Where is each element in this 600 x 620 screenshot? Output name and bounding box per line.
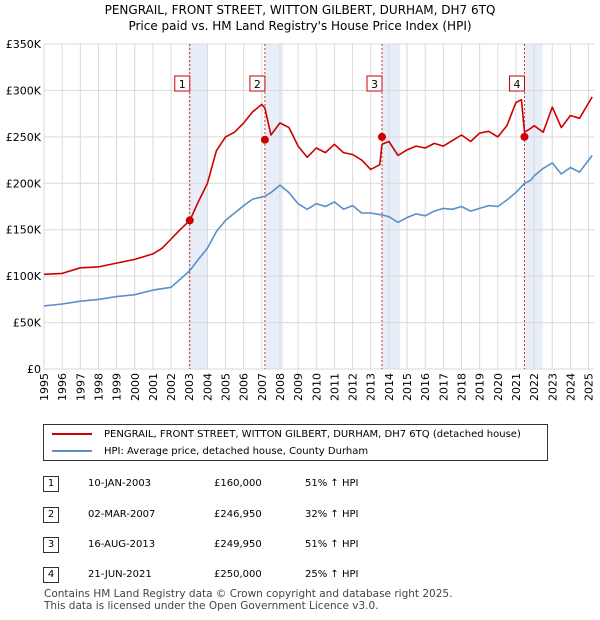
x-tick-label: 2019 xyxy=(474,373,487,401)
sale-hpi: 32% ↑ HPI xyxy=(305,509,359,520)
x-tick-label: 2002 xyxy=(165,373,178,401)
sale-hpi: 51% ↑ HPI xyxy=(305,478,359,489)
x-tick-label: 1996 xyxy=(56,373,69,401)
grid-lines xyxy=(43,43,594,370)
chart-subtitle: Price paid vs. HM Land Registry's House … xyxy=(128,19,471,33)
sale-price: £160,000 xyxy=(214,478,262,489)
x-tick-label: 2010 xyxy=(310,373,323,401)
sale-price: £246,950 xyxy=(214,509,262,520)
x-tick-label: 1999 xyxy=(111,373,124,401)
sale-number-labels: 1 2 3 4 xyxy=(174,75,525,92)
legend-swatch-red xyxy=(52,433,92,435)
x-tick-label: 2011 xyxy=(328,373,341,401)
x-tick-label: 2018 xyxy=(455,373,468,401)
legend-label-hpi: HPI: Average price, detached house, Coun… xyxy=(104,446,369,457)
sale-hpi: 25% ↑ HPI xyxy=(305,569,359,580)
sale-row: 1 10-JAN-2003 £160,000 51% ↑ HPI xyxy=(0,476,600,492)
sale-row: 2 02-MAR-2007 £246,950 32% ↑ HPI xyxy=(0,507,600,523)
sale-date: 21-JUN-2021 xyxy=(88,569,152,580)
sale-points xyxy=(185,132,529,225)
x-tick-label: 2021 xyxy=(510,373,523,401)
x-tick-label: 2001 xyxy=(147,373,160,401)
sale-point xyxy=(185,216,194,225)
sale-number-box xyxy=(366,75,383,92)
x-tick-label: 1998 xyxy=(92,373,105,401)
legend-swatch-blue xyxy=(52,450,92,452)
footer-licence: This data is licensed under the Open Gov… xyxy=(44,600,379,612)
sale-point xyxy=(377,132,386,141)
chart-title: PENGRAIL, FRONT STREET, WITTON GILBERT, … xyxy=(105,3,496,17)
footer-copyright: Contains HM Land Registry data © Crown c… xyxy=(44,588,453,600)
sale-number: 2 xyxy=(43,507,59,523)
x-tick-label: 2014 xyxy=(383,373,396,401)
y-tick-label: £150K xyxy=(6,224,42,237)
hpi-line xyxy=(43,154,593,307)
x-tick-label: 2005 xyxy=(220,373,233,401)
sale-number-text: 3 xyxy=(371,78,378,91)
y-tick-label: £0 xyxy=(27,363,41,376)
legend: PENGRAIL, FRONT STREET, WITTON GILBERT, … xyxy=(43,424,548,461)
sale-hpi: 51% ↑ HPI xyxy=(305,539,359,550)
y-tick-label: £100K xyxy=(6,270,42,283)
x-tick-label: 2017 xyxy=(437,373,450,401)
footer: Contains HM Land Registry data © Crown c… xyxy=(44,588,452,612)
sale-number-box xyxy=(174,75,191,92)
legend-item-hpi: HPI: Average price, detached house, Coun… xyxy=(52,444,368,460)
sale-row: 3 16-AUG-2013 £249,950 51% ↑ HPI xyxy=(0,537,600,553)
sale-date: 16-AUG-2013 xyxy=(88,539,156,550)
price-chart: PENGRAIL, FRONT STREET, WITTON GILBERT, … xyxy=(6,3,596,401)
sale-number-box xyxy=(249,75,266,92)
x-tick-label: 2006 xyxy=(238,373,251,401)
x-tick-label: 2020 xyxy=(492,373,505,401)
sale-number-text: 1 xyxy=(179,78,186,91)
x-tick-label: 2003 xyxy=(183,373,196,401)
x-tick-label: 2004 xyxy=(201,373,214,401)
sale-number: 3 xyxy=(43,537,59,553)
sale-number: 4 xyxy=(43,567,59,583)
y-axis-ticks: £0 £50K £100K £150K £200K £250K £300K £350K xyxy=(6,38,42,376)
series-lines xyxy=(43,96,593,307)
x-axis-ticks: 1995 1996 1997 1998 1999 2000 2001 2002 2003 2004… xyxy=(38,373,596,401)
sale-price: £249,950 xyxy=(214,539,262,550)
sale-band xyxy=(189,44,208,369)
y-tick-label: £250K xyxy=(6,131,42,144)
y-tick-label: £50K xyxy=(13,317,42,330)
legend-item-property: PENGRAIL, FRONT STREET, WITTON GILBERT, … xyxy=(52,427,521,443)
x-tick-label: 2016 xyxy=(419,373,432,401)
x-tick-label: 2023 xyxy=(546,373,559,401)
sale-row: 4 21-JUN-2021 £250,000 25% ↑ HPI xyxy=(0,567,600,583)
sale-band xyxy=(381,44,401,369)
y-tick-label: £200K xyxy=(6,177,42,190)
x-tick-label: 1997 xyxy=(74,373,87,401)
x-tick-label: 2008 xyxy=(274,373,287,401)
x-tick-label: 2000 xyxy=(129,373,142,401)
x-tick-label: 2013 xyxy=(365,373,378,401)
x-tick-label: 2009 xyxy=(292,373,305,401)
x-tick-label: 2007 xyxy=(256,373,269,401)
sale-point xyxy=(520,132,529,141)
x-tick-label: 2022 xyxy=(528,373,541,401)
sale-point xyxy=(260,135,269,144)
sale-marker-lines xyxy=(189,44,525,369)
sale-band xyxy=(524,44,543,369)
x-tick-label: 2024 xyxy=(564,373,577,401)
sale-date: 02-MAR-2007 xyxy=(88,509,156,520)
property-price-line xyxy=(43,96,593,276)
x-tick-label: 2025 xyxy=(583,373,596,401)
sale-price: £250,000 xyxy=(214,569,262,580)
sale-number-text: 4 xyxy=(513,78,520,91)
sale-number: 1 xyxy=(43,476,59,492)
y-tick-label: £300K xyxy=(6,84,42,97)
sale-date: 10-JAN-2003 xyxy=(88,478,152,489)
legend-label-property: PENGRAIL, FRONT STREET, WITTON GILBERT, … xyxy=(104,429,521,440)
x-tick-label: 2015 xyxy=(401,373,414,401)
sale-number-text: 2 xyxy=(254,78,261,91)
x-tick-label: 1995 xyxy=(38,373,51,401)
sale-number-box xyxy=(508,75,525,92)
x-tick-label: 2012 xyxy=(347,373,360,401)
y-tick-label: £350K xyxy=(6,38,42,51)
